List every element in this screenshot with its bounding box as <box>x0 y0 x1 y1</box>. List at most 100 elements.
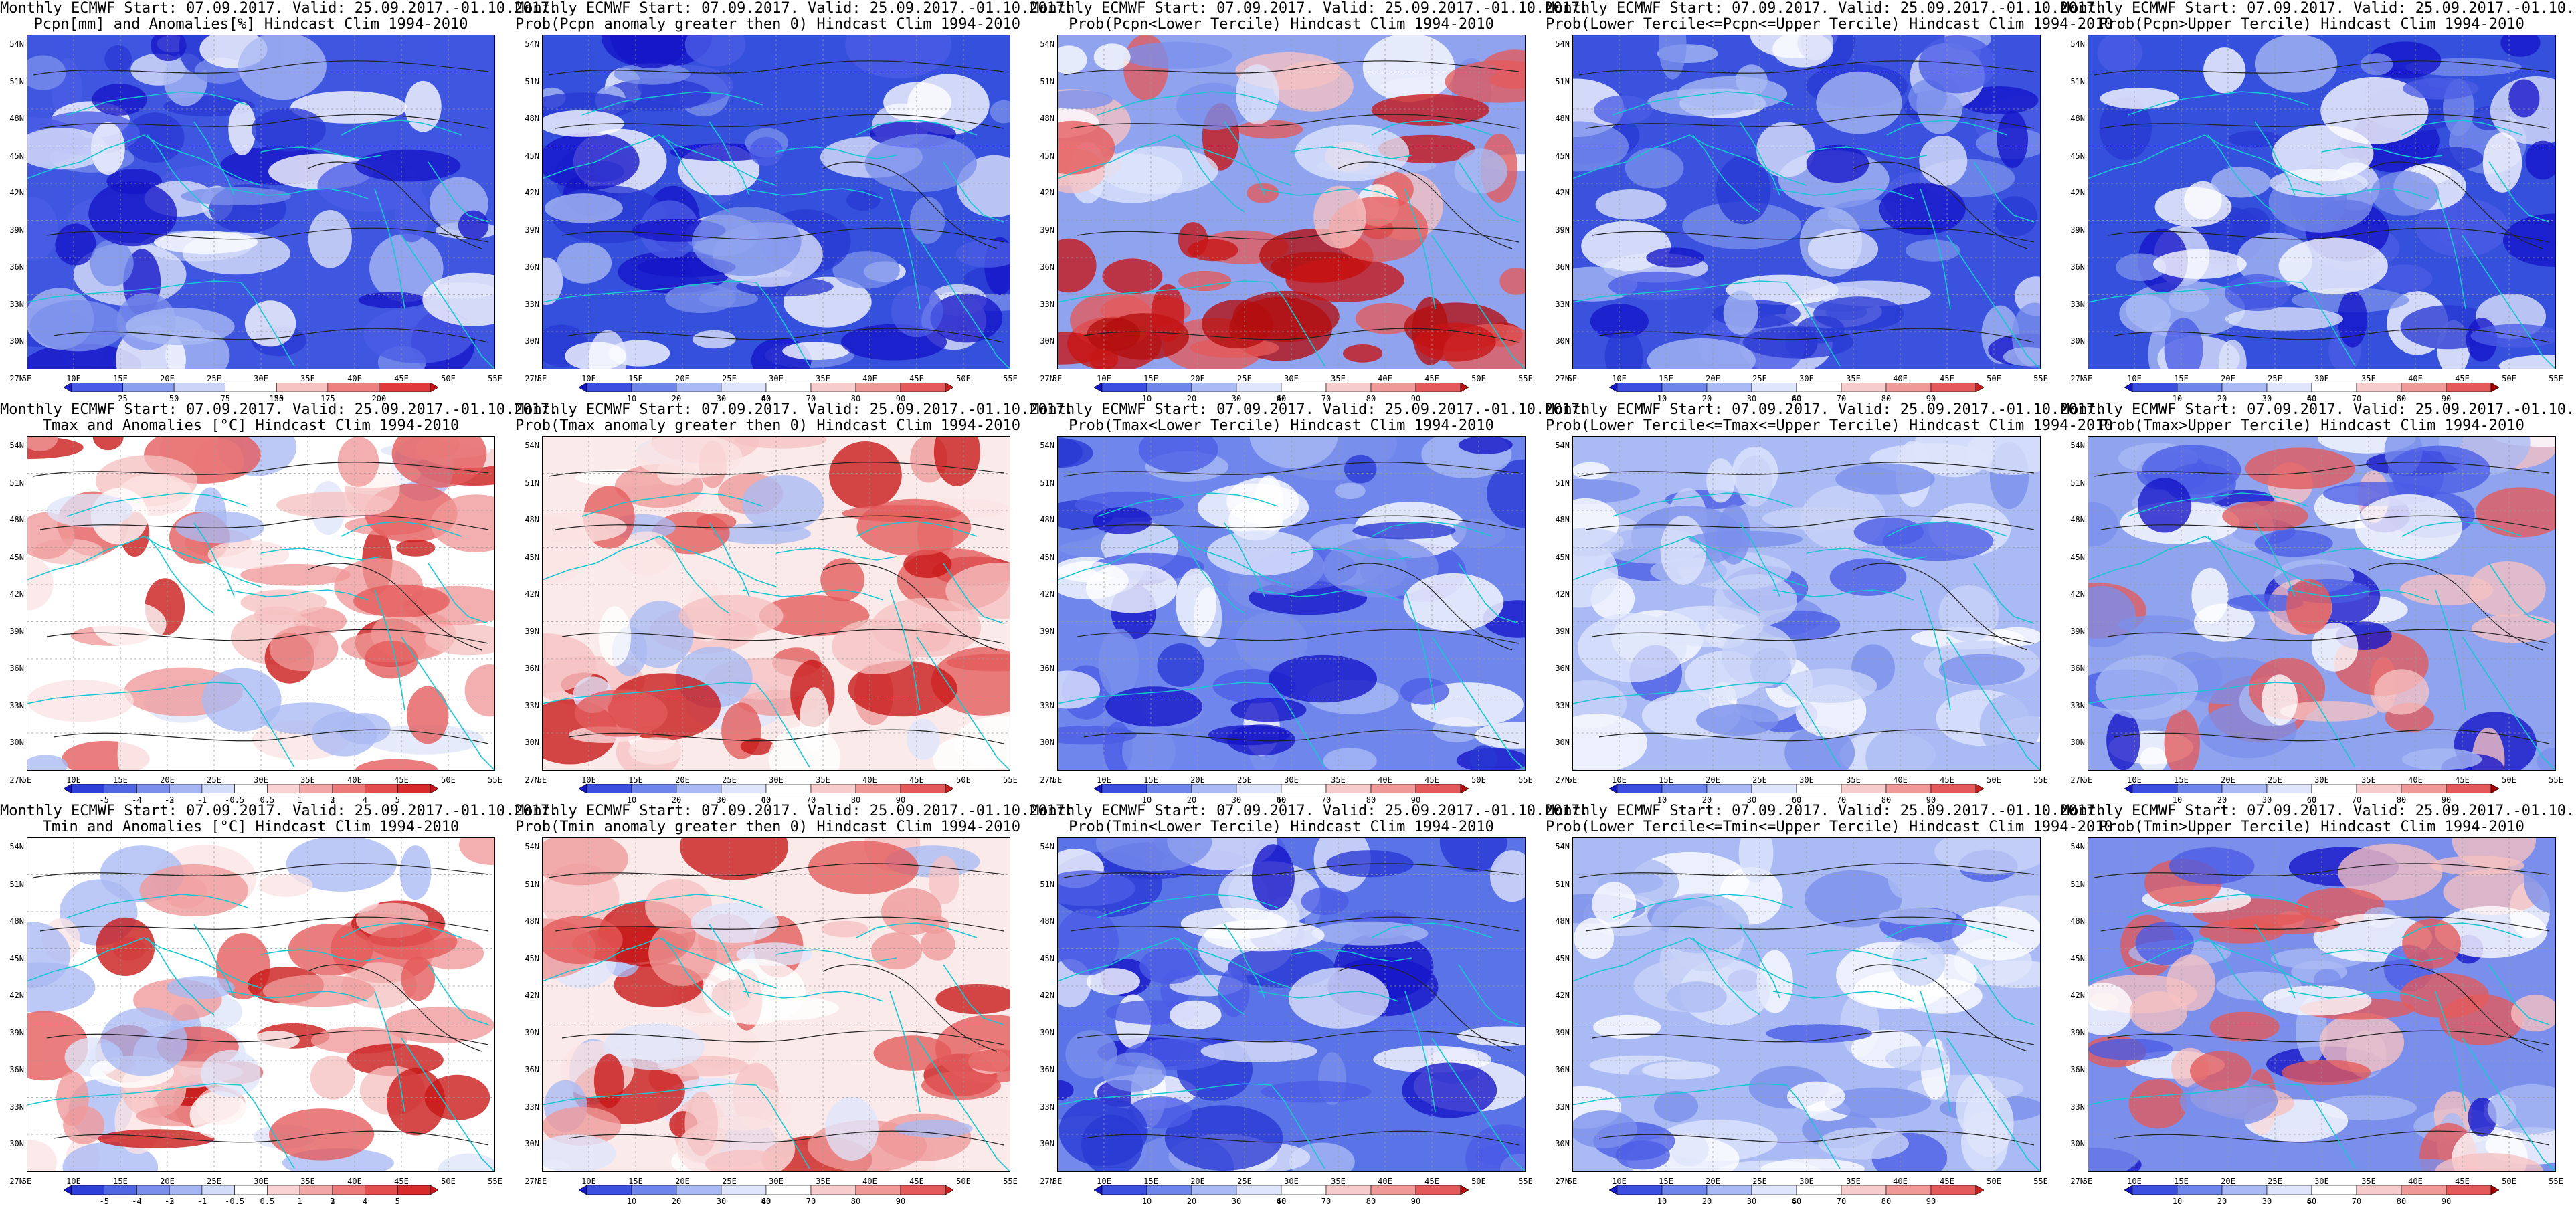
field-patch <box>846 189 881 211</box>
colorbar-swatch <box>1236 784 1282 793</box>
forecast-map <box>1572 35 2041 369</box>
coastline <box>1612 492 1794 517</box>
colorbar-swatch <box>267 1185 300 1195</box>
colorbar-end-arrow <box>1094 383 1103 392</box>
latitude-label: 45N <box>1555 953 1570 963</box>
colorbar-swatch <box>586 784 632 793</box>
longitude-label: 55E <box>1518 374 1533 383</box>
latitude-label: 45N <box>525 953 539 963</box>
field-patch <box>614 63 691 85</box>
field-patch <box>955 239 1010 268</box>
field-patch <box>1218 968 1250 1017</box>
coastline <box>1257 589 1399 601</box>
map-frame <box>542 436 1010 771</box>
colorbar-swatch <box>586 383 632 392</box>
latitude-label: 27N <box>525 373 539 383</box>
latitude-label: 45N <box>1040 953 1054 963</box>
colorbar-label: 90 <box>1926 1197 1936 1206</box>
coastline <box>1291 548 1412 561</box>
coastline <box>2401 521 2523 537</box>
field-patch <box>1574 918 1615 959</box>
climatology-contours <box>1063 863 1520 1146</box>
coastline <box>374 991 405 1112</box>
field-patch <box>367 924 458 960</box>
climatology-contours <box>1578 462 2035 744</box>
coastline <box>1257 991 1399 1002</box>
longitude-label: 10E <box>1612 1177 1627 1186</box>
latitude-label: 42N <box>1040 188 1054 197</box>
colorbar-label: 70 <box>806 1197 816 1206</box>
field-patch <box>1572 713 1647 771</box>
field-patch <box>1170 1000 1222 1030</box>
colorbar-end-arrow <box>2124 784 2133 793</box>
field-patch <box>1736 456 1773 507</box>
coastline <box>27 280 242 303</box>
colorbar-end-arrow <box>2124 1185 2133 1195</box>
field-patch <box>27 436 58 451</box>
colorbar-swatches <box>1094 383 1469 392</box>
coastline <box>1946 636 2041 771</box>
field-patch <box>1780 668 1877 704</box>
longitude-label: 5E <box>21 775 32 785</box>
coastline <box>2435 991 2466 1112</box>
colorbar-swatch <box>397 1185 431 1195</box>
field-patch <box>1230 698 1307 722</box>
colorbar-label: 80 <box>850 394 861 403</box>
colorbar-swatch <box>1325 383 1372 392</box>
longitude-label: 20E <box>1190 1177 1205 1186</box>
contour-line <box>1070 114 1520 129</box>
latitude-label: 33N <box>525 299 539 309</box>
longitude-label: 50E <box>2502 775 2516 785</box>
latitude-label: 51N <box>1040 879 1054 889</box>
field-patch <box>1057 1080 1074 1100</box>
field-patch <box>1454 148 1507 193</box>
contour-line <box>1585 916 2035 932</box>
field-patch <box>1714 574 1797 627</box>
longitude-label: 55E <box>488 775 502 785</box>
latitude-label: 39N <box>525 1027 539 1037</box>
colorbar-label: 10 <box>1657 394 1667 403</box>
colorbar-swatch <box>332 1185 365 1195</box>
longitude-label: 50E <box>1471 374 1486 383</box>
field-patch <box>945 562 1010 619</box>
coastline <box>227 991 369 1002</box>
coastlines <box>1057 894 1526 1172</box>
colorbar-swatch <box>1370 1185 1416 1195</box>
coastline <box>1057 1083 1272 1106</box>
colorbar-swatches <box>64 1185 438 1195</box>
colorbar: 10 20 30 40 60 70 80 90 <box>1094 784 1469 804</box>
field-patch <box>2227 594 2304 612</box>
colorbar-swatch <box>1236 383 1282 392</box>
field-patch <box>459 837 495 865</box>
colorbar-swatch <box>2401 1185 2447 1195</box>
climatology-contours <box>1578 60 2035 343</box>
coastline <box>542 1083 757 1106</box>
field-patch <box>705 1150 788 1172</box>
latitude-label: 51N <box>2070 879 2085 889</box>
coastline <box>755 282 810 367</box>
longitude-label: 30E <box>2314 374 2329 383</box>
colorbar: 25 50 75 125 150 175 200 <box>64 383 438 403</box>
field-patch <box>399 845 432 900</box>
colorbar-swatch <box>104 784 137 793</box>
field-patch <box>565 342 626 369</box>
field-patch <box>2282 1060 2371 1086</box>
longitude-label: 25E <box>2268 775 2282 785</box>
latitude-label: 36N <box>9 1065 24 1074</box>
longitude-label: 55E <box>1518 775 1533 785</box>
latitude-label: 36N <box>9 262 24 272</box>
latitude-label: 42N <box>2070 589 2085 599</box>
colorbar-swatch <box>721 383 767 392</box>
colorbar-swatch <box>586 1185 632 1195</box>
coastlines <box>542 91 1010 369</box>
longitude-label: 45E <box>909 374 924 383</box>
coastline <box>1572 682 1787 704</box>
coastline <box>1973 161 2035 223</box>
map-panel-tmin-prob-lower: Monthly ECMWF Start: 07.09.2017. Valid: … <box>1030 803 1588 1205</box>
latitude-label: 51N <box>1040 76 1054 86</box>
latitude-label: 27N <box>1555 775 1570 785</box>
colorbar: 10 20 30 40 60 70 80 90 <box>1094 383 1469 403</box>
latitude-label: 27N <box>9 373 24 383</box>
colorbar-swatch <box>1796 784 1842 793</box>
colorbar-swatch <box>631 1185 677 1195</box>
